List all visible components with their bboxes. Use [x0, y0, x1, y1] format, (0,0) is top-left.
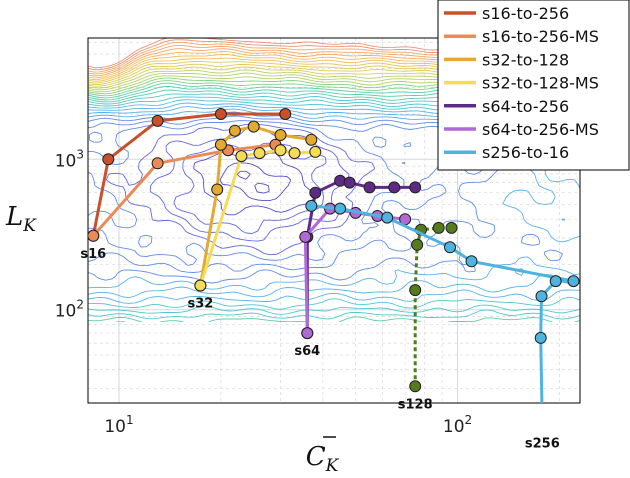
series-s256-to-16 [305, 199, 580, 431]
data-point [537, 420, 548, 431]
legend-label: s32-to-128-MS [482, 74, 599, 93]
data-point [381, 211, 394, 224]
legend-box [437, 0, 630, 171]
data-point [301, 327, 314, 340]
data-point [444, 241, 456, 254]
data-point [214, 108, 227, 120]
start-label-s256: s256 [525, 437, 560, 452]
start-label-s16: s16 [80, 247, 106, 262]
data-point [445, 221, 458, 234]
data-point [309, 186, 322, 199]
data-point [465, 255, 478, 268]
data-point [214, 138, 227, 151]
data-point [279, 108, 292, 120]
start-labels: s16 s32 s64 s128 s256 [80, 247, 559, 452]
data-point [534, 331, 547, 344]
data-point [151, 114, 164, 127]
data-point [409, 380, 422, 393]
plot-frame [87, 37, 581, 404]
data-point [151, 157, 164, 170]
x-axis-label: CK [306, 442, 340, 476]
data-point [228, 124, 241, 137]
data-point [334, 202, 347, 215]
x-tick-label: 102 [443, 413, 472, 437]
data-point [411, 238, 424, 251]
legend-label: s16-to-256 [482, 4, 569, 23]
legend-label: s64-to-256-MS [482, 120, 599, 139]
data-point [409, 181, 422, 194]
start-label-s128: s128 [398, 397, 433, 412]
contour-line [236, 170, 270, 194]
data-point [288, 147, 301, 160]
legend-label: s256-to-16 [482, 143, 569, 162]
legend-label: s32-to-128 [482, 50, 569, 69]
y-axis-label: LK [5, 202, 37, 236]
start-label-s64: s64 [294, 344, 320, 359]
data-point [305, 133, 318, 146]
legend-label: s16-to-256-MS [482, 27, 599, 46]
series-layer [88, 108, 580, 431]
data-point [88, 229, 100, 242]
data-point [549, 275, 562, 288]
data-point [211, 183, 224, 196]
data-point [409, 284, 422, 297]
legend: s16-to-256 s16-to-256-MS s32-to-128 s32-to-… [437, 0, 630, 171]
data-point [343, 176, 356, 189]
y-tick-label: 102 [55, 298, 84, 322]
data-point [274, 129, 287, 141]
series-s128 [409, 221, 458, 393]
data-point [363, 181, 376, 194]
data-point [247, 120, 260, 133]
data-point [567, 275, 580, 288]
tick-labels: 101 102 102 103 [55, 147, 472, 437]
data-point [274, 144, 287, 157]
data-point [235, 150, 248, 163]
y-tick-label: 103 [55, 147, 84, 171]
data-point [309, 145, 322, 158]
series-s32-to-128 [194, 120, 318, 292]
data-point [432, 221, 445, 234]
legend-label: s64-to-256 [482, 97, 569, 116]
data-point [535, 290, 548, 303]
data-point [388, 181, 401, 194]
data-point [305, 199, 318, 212]
data-point [194, 279, 207, 292]
series-line [92, 143, 276, 237]
series-line [311, 204, 575, 403]
start-label-s32: s32 [187, 297, 213, 312]
x-tick-label: 101 [104, 413, 133, 437]
data-point [299, 230, 312, 243]
series-s32-to-128-MS [194, 144, 322, 292]
data-point [102, 153, 115, 166]
data-point [253, 147, 266, 160]
